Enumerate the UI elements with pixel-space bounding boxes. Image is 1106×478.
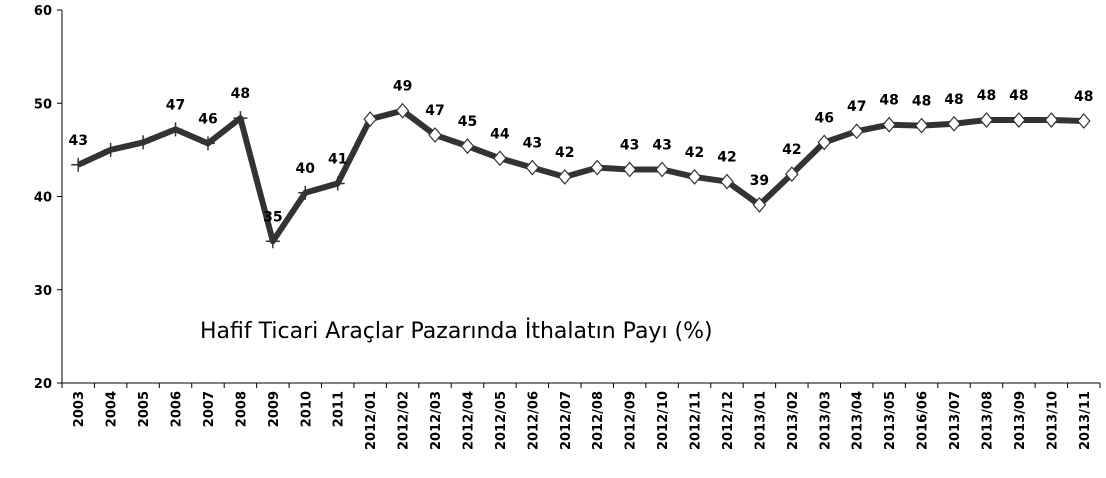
marker: [200, 136, 215, 151]
marker: [298, 185, 313, 200]
data-label: 35: [263, 209, 282, 225]
data-label: 48: [912, 94, 931, 110]
x-tick-label: 2013/08: [980, 391, 995, 450]
data-label: 46: [198, 111, 217, 127]
data-label: 42: [685, 145, 704, 161]
marker: [622, 161, 637, 178]
marker: [687, 168, 702, 185]
x-tick-label: 2013/03: [818, 391, 833, 450]
x-tick-label: 2012/09: [624, 391, 639, 450]
data-label: 42: [717, 150, 736, 166]
marker: [947, 115, 961, 132]
x-tick-label: 2013/11: [1078, 391, 1093, 450]
marker: [233, 111, 248, 126]
data-label: 39: [750, 173, 769, 189]
marker: [979, 112, 994, 128]
marker: [363, 111, 377, 128]
x-tick-label: 2013/10: [1045, 391, 1060, 450]
x-tick-label: 2008: [234, 391, 249, 427]
marker: [460, 138, 475, 155]
x-tick-label: 2005: [137, 391, 152, 427]
data-label: 48: [231, 86, 250, 102]
data-label: 43: [68, 133, 87, 149]
data-label: 45: [458, 114, 477, 130]
x-tick-label: 2012/11: [689, 391, 704, 450]
marker: [71, 157, 86, 172]
marker: [752, 196, 767, 213]
x-tick-label: 2013/02: [786, 391, 801, 450]
marker: [525, 159, 540, 176]
x-tick-label: 2010: [299, 391, 314, 427]
x-tick-label: 2012/12: [721, 391, 736, 450]
y-tick-label: 20: [34, 377, 52, 392]
data-label: 47: [847, 99, 866, 115]
data-label: 48: [977, 88, 996, 104]
marker: [265, 234, 280, 249]
data-label: 40: [296, 161, 316, 177]
y-tick-label: 40: [34, 191, 52, 206]
marker: [168, 122, 183, 137]
chart-annotation: Hafif Ticari Araçlar Pazarında İthalatın…: [200, 318, 713, 344]
x-tick-label: 2013/01: [753, 391, 768, 450]
x-tick-label: 2004: [105, 391, 120, 427]
data-label: 48: [944, 92, 963, 108]
x-tick-label: 2011: [332, 391, 347, 427]
data-label: 41: [328, 151, 347, 167]
marker: [136, 135, 151, 150]
x-tick-label: 2012/08: [591, 391, 606, 450]
x-tick-label: 2003: [72, 391, 87, 427]
data-label: 42: [782, 142, 801, 158]
x-tick-label: 2012/04: [461, 391, 476, 450]
data-label: 42: [555, 145, 574, 161]
x-tick-label: 2012/06: [526, 391, 541, 450]
y-tick-label: 30: [34, 284, 52, 299]
x-tick-label: 2012/05: [494, 391, 509, 450]
x-tick-label: 2013/05: [883, 391, 898, 450]
data-label: 43: [652, 137, 671, 153]
marker: [849, 123, 864, 140]
data-label: 44: [490, 126, 510, 142]
x-tick-label: 2013/04: [851, 391, 866, 450]
data-line: [76, 107, 1084, 245]
marker: [1012, 112, 1026, 128]
x-tick-label: 2012/01: [364, 391, 379, 450]
data-label: 43: [620, 137, 639, 153]
data-label: 46: [815, 110, 834, 126]
x-tick-label: 2007: [202, 391, 217, 427]
x-tick-label: 2006: [170, 391, 185, 427]
marker: [493, 150, 507, 167]
marker: [785, 166, 799, 183]
marker: [914, 117, 929, 134]
x-tick-label: 2013/09: [1013, 391, 1028, 450]
x-tick-label: 2009: [267, 391, 282, 427]
data-label: 48: [1074, 89, 1093, 105]
marker: [103, 142, 118, 157]
marker: [590, 159, 605, 176]
marker: [720, 173, 734, 190]
marker: [1076, 113, 1091, 129]
x-tick-label: 2012/02: [397, 391, 412, 450]
marker: [428, 127, 442, 143]
data-label: 49: [393, 79, 412, 95]
data-label: 47: [425, 103, 444, 119]
data-label: 47: [166, 97, 185, 113]
marker: [655, 161, 669, 178]
marker: [1044, 112, 1059, 128]
x-tick-label: 2012/03: [429, 391, 444, 450]
data-label: 48: [1009, 88, 1028, 104]
marker: [557, 168, 572, 185]
data-label: 48: [879, 93, 898, 109]
y-tick-label: 60: [34, 4, 52, 19]
marker: [882, 116, 896, 133]
marker: [330, 176, 345, 191]
data-label: 43: [523, 136, 542, 152]
x-tick-label: 2012/07: [559, 391, 574, 450]
marker: [395, 102, 410, 119]
marker: [817, 134, 832, 151]
x-tick-label: 2013/07: [948, 391, 963, 450]
y-tick-label: 50: [34, 97, 52, 112]
x-tick-label: 2016/06: [916, 391, 931, 450]
x-tick-label: 2012/10: [656, 391, 671, 450]
